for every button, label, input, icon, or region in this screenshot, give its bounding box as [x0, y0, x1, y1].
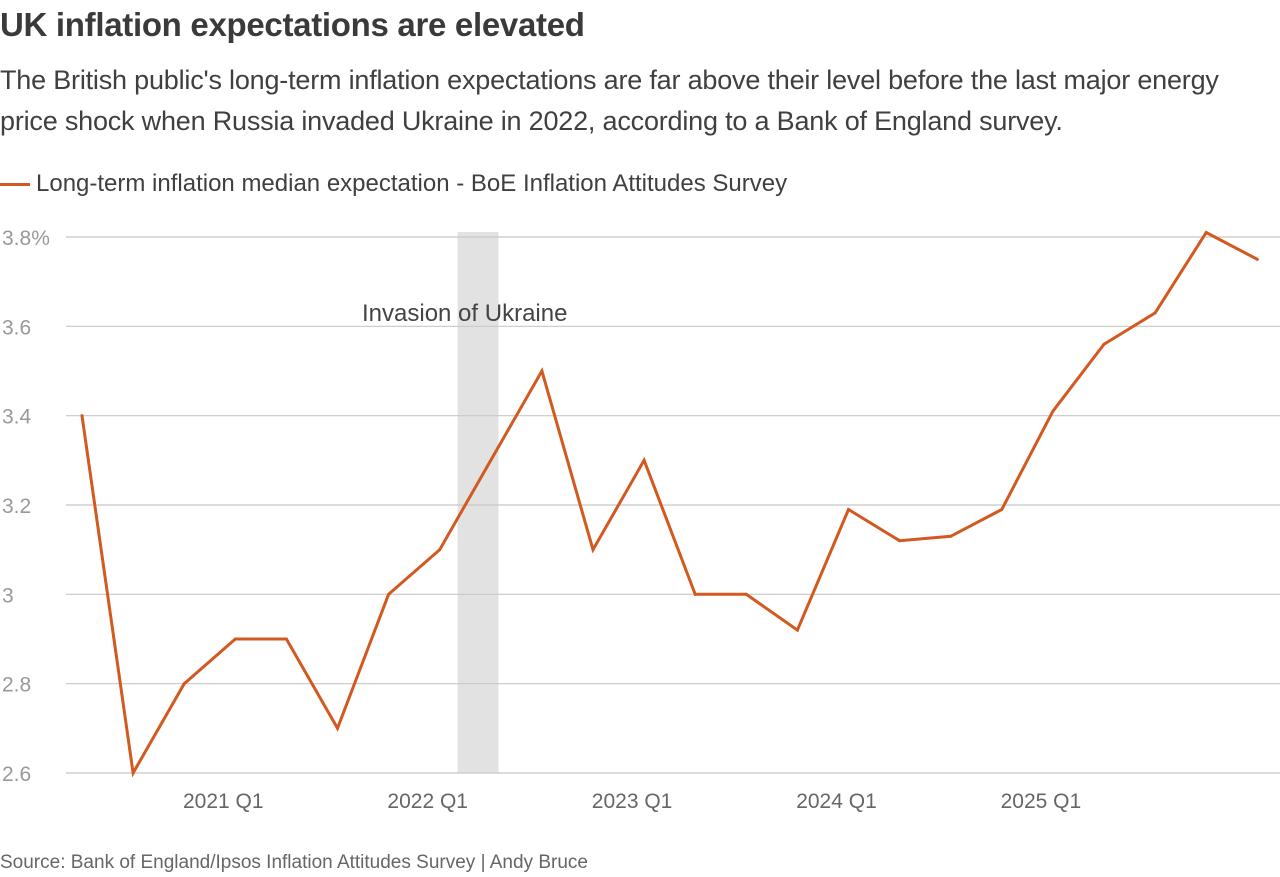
data-point: [336, 726, 339, 730]
annotation-group: Invasion of Ukraine: [362, 300, 567, 327]
chart-subtitle: The British public's long-term inflation…: [0, 65, 1219, 136]
legend: Long-term inflation median expectation -…: [0, 168, 787, 200]
legend-label: Long-term inflation median expectation -…: [36, 170, 788, 197]
data-point: [540, 369, 544, 373]
data-point: [1204, 231, 1208, 235]
y-tick-label: 3.2: [2, 495, 31, 518]
shaded-region-invasion: [457, 232, 499, 773]
x-tick-labels-group: 2021 Q1 2022 Q1 2023 Q1 2024 Q1 2025 Q1: [183, 790, 1081, 813]
grid-lines-group: [66, 236, 1280, 774]
data-point: [438, 548, 442, 552]
data-point: [642, 458, 646, 462]
data-point: [387, 592, 391, 596]
series-group: [80, 230, 1259, 778]
chart-title: UK inflation expectations are elevated: [0, 6, 585, 43]
annotation-invasion-label: Invasion of Ukraine: [362, 300, 567, 327]
y-tick-label: 3.4: [2, 406, 32, 429]
y-tick-label: 3.8%: [2, 227, 50, 250]
x-tick-label: 2023 Q1: [592, 790, 673, 813]
data-point: [80, 414, 84, 418]
data-point: [1051, 409, 1055, 413]
y-tick-label: 3.6: [2, 316, 31, 339]
shaded-region-group: [457, 232, 499, 773]
data-point: [182, 682, 186, 686]
series-line: [80, 230, 1258, 778]
line-chart: 3.8% 3.6 3.4 3.2 3 2.8 2.6 2021 Q1 2022 Q1 2023 …: [2, 227, 1280, 813]
data-point: [591, 548, 595, 552]
data-point: [949, 534, 953, 538]
data-point: [131, 771, 135, 775]
data-point: [744, 592, 748, 596]
data-point: [693, 592, 697, 596]
x-tick-label: 2024 Q1: [796, 790, 877, 813]
y-tick-label: 2.6: [2, 763, 31, 786]
y-tick-label: 3: [2, 584, 14, 607]
data-point: [233, 637, 237, 641]
y-tick-label: 2.8: [2, 674, 31, 697]
data-point: [489, 458, 493, 462]
data-point: [1102, 342, 1106, 346]
data-point: [847, 507, 850, 511]
data-point: [898, 539, 902, 543]
x-tick-label: 2021 Q1: [183, 790, 264, 813]
y-tick-labels-group: 3.8% 3.6 3.4 3.2 3 2.8 2.6: [2, 227, 50, 786]
legend-line-swatch: [0, 182, 30, 186]
data-point: [1000, 507, 1004, 511]
source-note: Source: Bank of England/Ipsos Inflation …: [0, 852, 588, 873]
data-point: [1153, 311, 1157, 315]
data-point: [1255, 257, 1259, 261]
data-point: [284, 637, 288, 641]
x-tick-label: 2022 Q1: [387, 790, 468, 813]
x-tick-label: 2025 Q1: [1001, 790, 1082, 813]
data-point: [795, 628, 799, 632]
